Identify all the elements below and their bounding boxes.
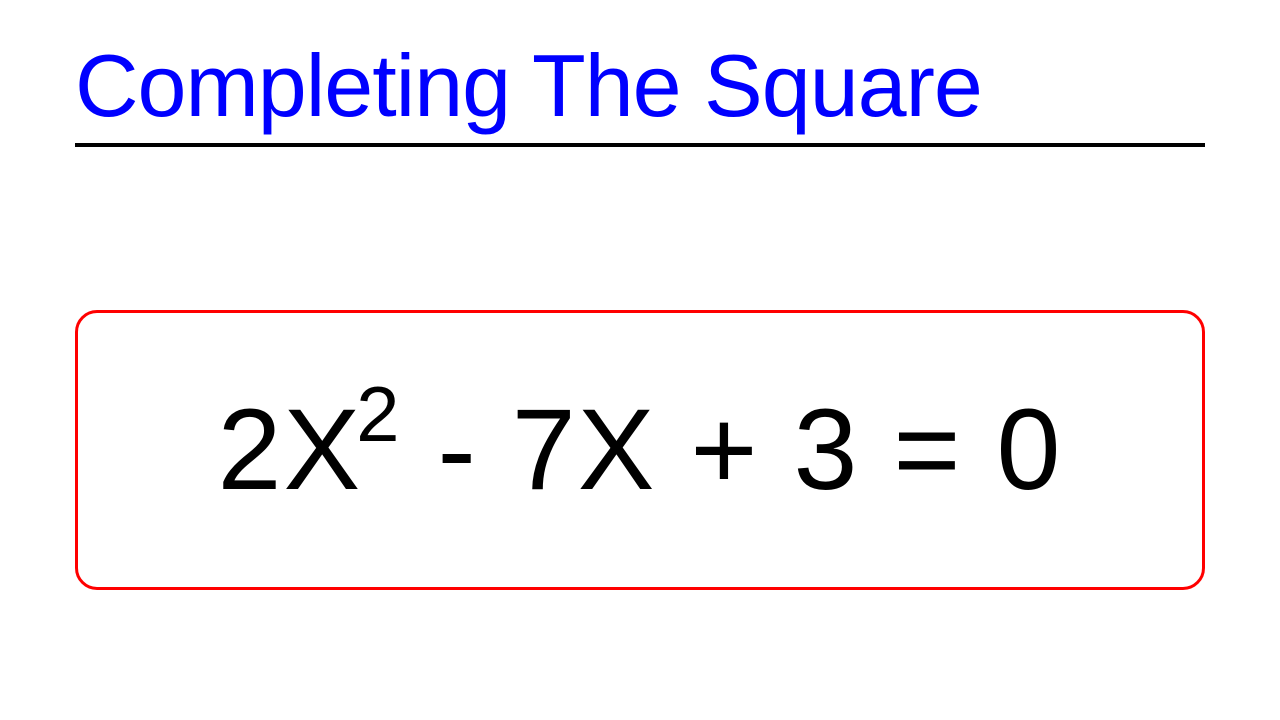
rhs-zero: 0: [997, 386, 1063, 514]
equation-expression: 2X2 - 7X + 3 = 0: [217, 384, 1062, 516]
title-section: Completing The Square: [75, 35, 1205, 147]
coefficient-a: 2: [217, 386, 283, 514]
variable-x2: X: [578, 386, 657, 514]
page-title: Completing The Square: [75, 35, 1205, 137]
equals-sign: =: [859, 386, 996, 514]
equation-box: 2X2 - 7X + 3 = 0: [75, 310, 1205, 590]
coefficient-b: 7: [512, 386, 578, 514]
variable-x1: X: [283, 386, 362, 514]
operator-plus: +: [656, 386, 793, 514]
title-underline: [75, 143, 1205, 147]
operator-minus: -: [404, 386, 512, 514]
exponent: 2: [356, 370, 401, 458]
constant-c: 3: [794, 386, 860, 514]
